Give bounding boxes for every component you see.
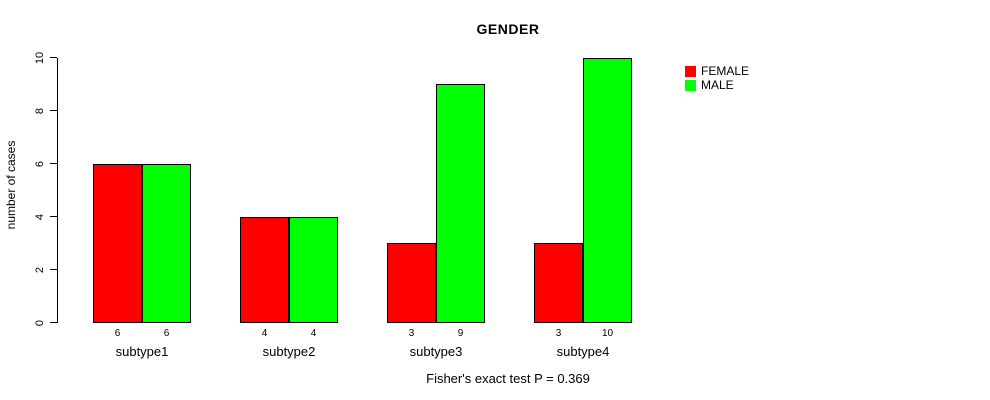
bar-value-label: 3 bbox=[408, 328, 415, 339]
y-axis-tick bbox=[50, 110, 57, 111]
x-category-label-subtype3: subtype3 bbox=[409, 344, 463, 359]
legend: FEMALE MALE bbox=[685, 64, 749, 92]
legend-label: MALE bbox=[701, 78, 734, 92]
bar-female-subtype3 bbox=[387, 243, 436, 323]
y-axis-label: number of cases bbox=[4, 140, 18, 230]
legend-swatch bbox=[685, 65, 696, 77]
legend-swatch bbox=[685, 79, 696, 91]
x-category-label-subtype2: subtype2 bbox=[262, 344, 316, 359]
bar-value-label: 6 bbox=[114, 328, 121, 339]
legend-item-male: MALE bbox=[685, 78, 749, 92]
bar-male-subtype1 bbox=[142, 163, 191, 323]
y-axis-tick-label: 10 bbox=[34, 51, 46, 64]
y-axis-line bbox=[57, 57, 58, 323]
x-category-label-subtype1: subtype1 bbox=[115, 344, 169, 359]
y-axis-tick bbox=[50, 57, 57, 58]
bar-value-label: 6 bbox=[163, 328, 170, 339]
bar-value-label: 4 bbox=[261, 328, 268, 339]
y-axis-tick bbox=[50, 322, 57, 323]
y-axis-tick bbox=[50, 269, 57, 270]
chart-title: GENDER bbox=[476, 21, 540, 37]
y-axis-tick-label: 4 bbox=[34, 213, 46, 220]
y-axis-tick bbox=[50, 163, 57, 164]
bar-male-subtype2 bbox=[289, 216, 338, 323]
bar-value-label: 3 bbox=[555, 328, 562, 339]
annotation-text: Fisher's exact test P = 0.369 bbox=[426, 371, 590, 386]
legend-label: FEMALE bbox=[701, 64, 750, 78]
bar-female-subtype2 bbox=[240, 216, 289, 323]
bar-male-subtype4 bbox=[583, 57, 632, 323]
y-axis-tick-label: 8 bbox=[34, 107, 46, 114]
legend-item-female: FEMALE bbox=[685, 64, 749, 78]
x-category-label-subtype4: subtype4 bbox=[556, 344, 610, 359]
bar-value-label: 10 bbox=[601, 328, 614, 339]
bar-female-subtype4 bbox=[534, 243, 583, 323]
y-axis-tick bbox=[50, 216, 57, 217]
bar-female-subtype1 bbox=[93, 163, 142, 323]
bar-value-label: 4 bbox=[310, 328, 317, 339]
y-axis-tick-label: 6 bbox=[34, 160, 46, 167]
y-axis-tick-label: 2 bbox=[34, 266, 46, 273]
y-axis-tick-label: 0 bbox=[34, 319, 46, 326]
bar-value-label: 9 bbox=[457, 328, 464, 339]
bar-male-subtype3 bbox=[436, 84, 485, 323]
